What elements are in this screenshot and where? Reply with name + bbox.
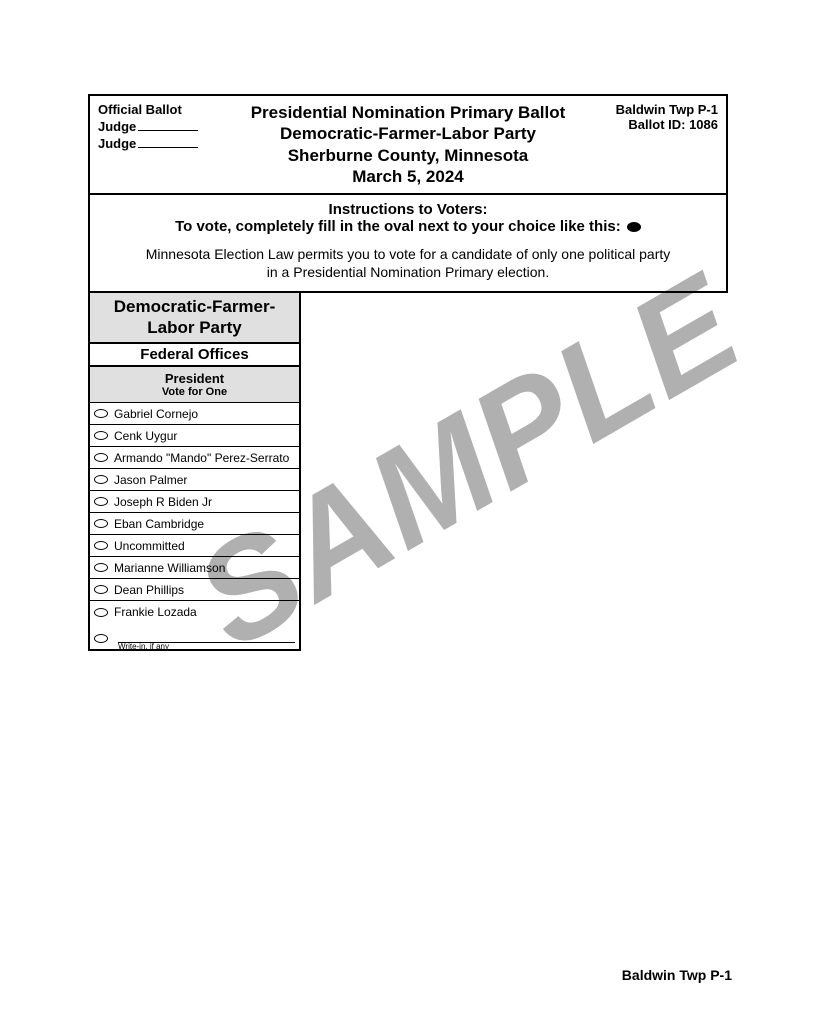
candidate-oval[interactable] xyxy=(94,563,108,572)
candidate-row[interactable]: Uncommitted xyxy=(90,535,299,557)
candidate-oval[interactable] xyxy=(94,475,108,484)
instructions-body-1: Minnesota Election Law permits you to vo… xyxy=(100,245,716,263)
party-line-1: Democratic-Farmer- xyxy=(92,297,297,317)
title-line-1: Presidential Nomination Primary Ballot xyxy=(218,102,598,123)
vote-for-label: Vote for One xyxy=(92,386,297,398)
candidate-row[interactable]: Cenk Uygur xyxy=(90,425,299,447)
instructions-title: Instructions to Voters: xyxy=(100,201,716,218)
candidate-row[interactable]: Dean Phillips xyxy=(90,579,299,601)
judge-label-2: Judge xyxy=(98,136,136,151)
candidate-name: Gabriel Cornejo xyxy=(114,407,198,421)
candidate-name: Cenk Uygur xyxy=(114,429,177,443)
ballot-header: Official Ballot Judge Judge Presidential… xyxy=(88,94,728,194)
judge-underline-2 xyxy=(138,147,198,148)
title-line-2: Democratic-Farmer-Labor Party xyxy=(218,123,598,144)
candidate-name: Marianne Williamson xyxy=(114,561,225,575)
candidate-row[interactable]: Joseph R Biden Jr xyxy=(90,491,299,513)
contest-title: President xyxy=(92,371,297,386)
candidate-row[interactable]: Armando "Mando" Perez-Serrato xyxy=(90,447,299,469)
instructions-body: Minnesota Election Law permits you to vo… xyxy=(100,245,716,281)
instructions-fill-line: To vote, completely fill in the oval nex… xyxy=(100,218,716,235)
ballot-container: Official Ballot Judge Judge Presidential… xyxy=(88,94,728,651)
header-left: Official Ballot Judge Judge xyxy=(98,102,218,187)
writein-oval[interactable] xyxy=(94,634,108,643)
judge-line-1: Judge xyxy=(98,119,218,134)
footer-precinct: Baldwin Twp P-1 xyxy=(622,967,732,983)
candidate-name: Jason Palmer xyxy=(114,473,187,487)
candidate-row[interactable]: Marianne Williamson xyxy=(90,557,299,579)
candidate-name: Armando "Mando" Perez-Serrato xyxy=(114,451,289,465)
contest-header: President Vote for One xyxy=(90,367,299,403)
candidate-row[interactable]: Gabriel Cornejo xyxy=(90,403,299,425)
candidates-container: Gabriel Cornejo Cenk Uygur Armando "Mando"… xyxy=(90,403,299,623)
candidate-oval[interactable] xyxy=(94,431,108,440)
header-right: Baldwin Twp P-1 Ballot ID: 1086 xyxy=(598,102,718,187)
candidate-name: Uncommitted xyxy=(114,539,185,553)
judge-underline-1 xyxy=(138,130,198,131)
judge-line-2: Judge xyxy=(98,136,218,151)
candidate-oval[interactable] xyxy=(94,409,108,418)
candidate-row[interactable]: Eban Cambridge xyxy=(90,513,299,535)
candidate-oval[interactable] xyxy=(94,497,108,506)
candidate-oval[interactable] xyxy=(94,541,108,550)
writein-label: Write-in, if any xyxy=(118,642,169,651)
precinct-label: Baldwin Twp P-1 xyxy=(598,102,718,117)
ballot-id-label: Ballot ID: 1086 xyxy=(598,117,718,132)
instructions-box: Instructions to Voters: To vote, complet… xyxy=(88,194,728,293)
header-title: Presidential Nomination Primary Ballot D… xyxy=(218,102,598,187)
instructions-body-2: in a Presidential Nomination Primary ele… xyxy=(100,263,716,281)
party-header: Democratic-Farmer- Labor Party xyxy=(90,293,299,344)
writein-line[interactable]: Write-in, if any xyxy=(118,642,295,643)
fill-text: To vote, completely fill in the oval nex… xyxy=(175,218,621,235)
candidate-oval[interactable] xyxy=(94,585,108,594)
filled-oval-icon xyxy=(627,222,641,232)
candidate-row[interactable]: Frankie Lozada xyxy=(90,601,299,623)
candidate-oval[interactable] xyxy=(94,453,108,462)
judge-label-1: Judge xyxy=(98,119,136,134)
candidate-name: Dean Phillips xyxy=(114,583,184,597)
official-ballot-label: Official Ballot xyxy=(98,102,218,117)
contest-column: Democratic-Farmer- Labor Party Federal O… xyxy=(88,293,301,651)
title-line-3: Sherburne County, Minnesota xyxy=(218,145,598,166)
party-line-2: Labor Party xyxy=(92,318,297,338)
office-header: Federal Offices xyxy=(90,344,299,367)
title-line-4: March 5, 2024 xyxy=(218,166,598,187)
writein-row[interactable]: Write-in, if any xyxy=(90,623,299,649)
candidate-name: Eban Cambridge xyxy=(114,517,204,531)
candidate-name: Joseph R Biden Jr xyxy=(114,495,212,509)
candidate-oval[interactable] xyxy=(94,519,108,528)
candidate-oval[interactable] xyxy=(94,608,108,617)
candidate-row[interactable]: Jason Palmer xyxy=(90,469,299,491)
candidate-name: Frankie Lozada xyxy=(114,605,197,619)
